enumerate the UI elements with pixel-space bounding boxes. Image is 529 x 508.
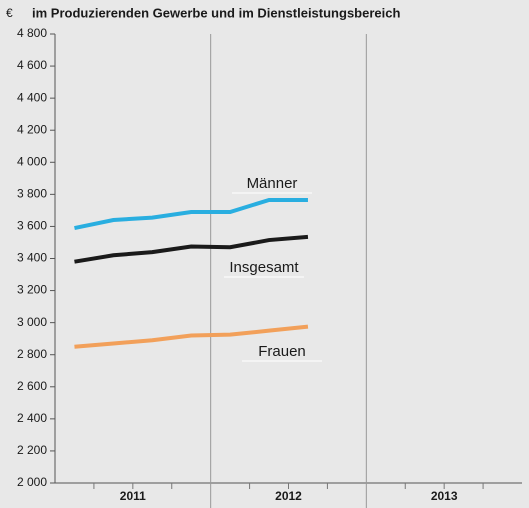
chart-title: im Produzierenden Gewerbe und im Dienstl… [32, 5, 400, 20]
y-tick-label: 2 600 [17, 379, 47, 393]
series-line [74, 234, 309, 264]
y-tick-label: 4 600 [17, 58, 47, 72]
y-tick-label: 2 000 [17, 475, 47, 489]
series-label: Männer [247, 175, 298, 192]
x-year-label: 2013 [431, 489, 458, 503]
y-tick-label: 2 400 [17, 411, 47, 425]
y-tick-label: 3 800 [17, 187, 47, 201]
series-label: Frauen [258, 343, 306, 360]
y-tick-label: 4 000 [17, 154, 47, 168]
series-line [74, 324, 309, 349]
y-tick-label: 3 600 [17, 219, 47, 233]
series-label: Insgesamt [229, 259, 299, 276]
y-tick-label: 3 200 [17, 283, 47, 297]
y-tick-label: 2 200 [17, 443, 47, 457]
x-year-label: 2012 [275, 489, 302, 503]
y-tick-label: 3 400 [17, 251, 47, 265]
y-tick-label: 2 800 [17, 347, 47, 361]
y-tick-label: 4 200 [17, 122, 47, 136]
x-year-label: 2011 [120, 489, 146, 503]
y-tick-label: 4 400 [17, 90, 47, 104]
series-line [74, 197, 308, 230]
y-axis-label: € [6, 6, 13, 20]
y-tick-label: 4 800 [17, 26, 47, 40]
y-tick-label: 3 000 [17, 315, 47, 329]
